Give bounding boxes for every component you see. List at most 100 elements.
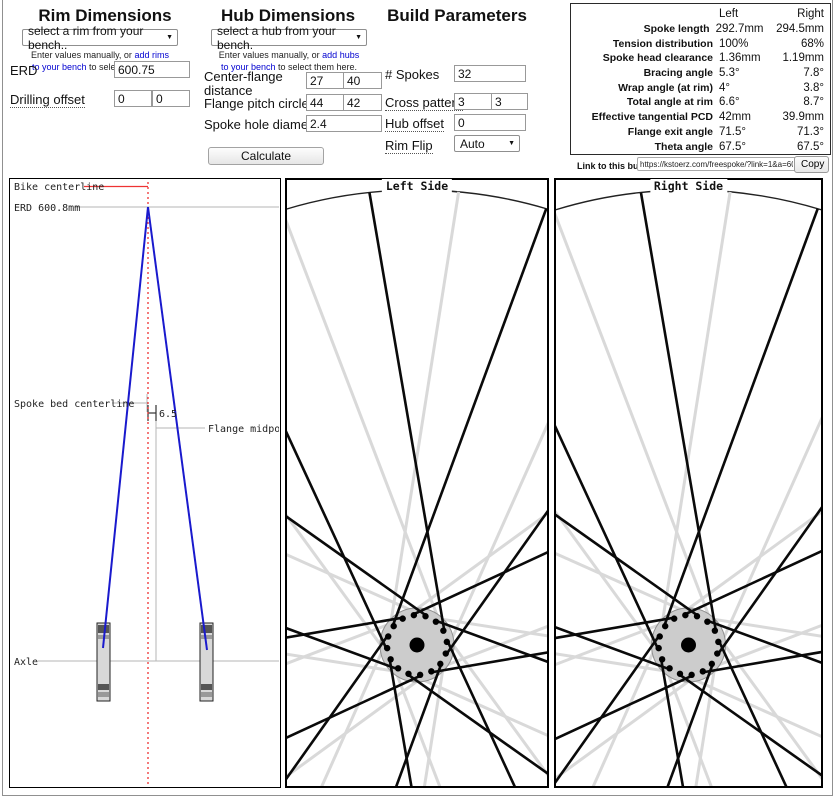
elevation-diagram: Bike centerline ERD 600.8mm Spoke bed ce… <box>14 182 298 784</box>
hub-help-text: Enter values manually, or add hubs to yo… <box>199 50 379 73</box>
results-cell: Wrap angle (at rim) <box>618 81 713 94</box>
copy-button[interactable]: Copy <box>794 156 829 173</box>
results-cell: Spoke head clearance <box>602 52 713 65</box>
results-cell: 71.5° <box>719 125 746 138</box>
results-cell: 68% <box>800 37 824 50</box>
offset-dim-label: 6.5 <box>159 409 177 420</box>
chevron-down-icon: ▼ <box>508 140 515 147</box>
results-cell: 294.5mm <box>776 23 824 36</box>
results-row: Spoke length 292.7mm 294.5mm <box>571 22 830 37</box>
right-side-panel: Right Side <box>232 178 835 800</box>
hub-select[interactable]: select a hub from your bench. ▼ <box>211 24 367 52</box>
results-row: Theta angle 67.5° 67.5° <box>571 139 830 154</box>
results-cell: 71.3° <box>797 125 824 138</box>
results-rows: Spoke length 292.7mm 294.5mm Tension distri… <box>571 22 830 154</box>
results-cell: 7.8° <box>803 67 824 80</box>
flange-pcd-right-input[interactable] <box>343 94 382 111</box>
rim-flip-select[interactable]: Auto ▼ <box>454 135 520 152</box>
center-flange-label: Center-flange distance <box>204 69 283 99</box>
rim-flip-value: Auto <box>460 136 485 151</box>
elevation-panel: Bike centerline ERD 600.8mm Spoke bed ce… <box>9 178 298 788</box>
flange-pcd-left-input[interactable] <box>306 94 345 111</box>
flange-pcd-label: Flange pitch circle dia <box>204 96 330 111</box>
results-row: Bracing angle 5.3° 7.8° <box>571 66 830 81</box>
results-cell: 292.7mm <box>715 23 764 36</box>
results-row: Tension distribution 100% 68% <box>571 36 830 51</box>
results-cell: Theta angle <box>654 140 713 153</box>
results-cell: 4° <box>719 81 730 94</box>
right-wheel-diagram <box>232 189 835 800</box>
rim-dimensions-title: Rim Dimensions <box>38 6 172 25</box>
hub-dimensions-title: Hub Dimensions <box>220 6 356 25</box>
spoke-bed-centerline-label: Spoke bed centerline <box>14 399 134 410</box>
results-cell: 39.9mm <box>782 111 824 124</box>
results-row: Wrap angle (at rim) 4° 3.8° <box>571 80 830 95</box>
results-cell: 67.5° <box>719 140 746 153</box>
erd-label: ERD <box>10 63 38 78</box>
results-cell: Total angle at rim <box>626 96 713 109</box>
hub-select-value: select a hub from your bench. <box>217 23 336 52</box>
rim-flip-label: Rim Flip <box>385 138 433 154</box>
rim-select[interactable]: select a rim from your bench.. ▼ <box>22 24 178 52</box>
results-cell: 6.6° <box>719 96 740 109</box>
link-build-input[interactable] <box>637 157 796 171</box>
num-spokes-input[interactable] <box>454 65 526 82</box>
results-cell: Effective tangential PCD <box>591 111 713 124</box>
results-cell: Tension distribution <box>612 37 713 50</box>
results-row: Flange exit angle 71.5° 71.3° <box>571 125 830 140</box>
rim-help-pre: Enter values manually, or <box>31 50 135 60</box>
right-side-title: Right Side <box>649 179 728 193</box>
right-flange <box>199 622 214 702</box>
results-table: Left Right Spoke length 292.7mm 294.5mm Ten… <box>570 3 831 155</box>
results-cell: 67.5° <box>797 140 824 153</box>
bike-centerline-label: Bike centerline <box>14 182 104 193</box>
spoke-hole-dia-label: Spoke hole diameter <box>204 117 324 132</box>
results-cell: 3.8° <box>803 81 824 94</box>
hub-offset-label: Hub offset <box>385 116 445 132</box>
drilling-offset-right-input[interactable] <box>152 90 190 107</box>
results-cell: 1.19mm <box>782 52 824 65</box>
flange-midpoint-label: Flange midpoint <box>208 424 279 435</box>
left-spoke-line <box>102 206 149 649</box>
chevron-down-icon: ▼ <box>166 34 173 41</box>
left-wheel-diagram <box>0 189 835 800</box>
hub-add-hubs-link[interactable]: add hubs <box>322 50 360 60</box>
cross-pattern-right-input[interactable] <box>491 93 528 110</box>
chevron-down-icon: ▼ <box>355 34 362 41</box>
erd-line-label: ERD 600.8mm <box>14 203 80 214</box>
calculate-button[interactable]: Calculate <box>208 147 324 165</box>
hub-help-pre: Enter values manually, or <box>218 50 323 60</box>
results-row: Total angle at rim 6.6° 8.7° <box>571 95 830 110</box>
results-row: Effective tangential PCD 42mm 39.9mm <box>571 110 830 125</box>
drilling-offset-label: Drilling offset <box>10 92 85 108</box>
build-parameters-title: Build Parameters <box>387 6 527 25</box>
rim-bench-link[interactable]: to your bench <box>31 61 87 72</box>
erd-input[interactable] <box>114 61 190 78</box>
cross-pattern-left-input[interactable] <box>454 93 492 110</box>
hub-bench-link[interactable]: to your bench <box>220 61 276 72</box>
right-spoke-line <box>147 206 208 651</box>
spoke-hole-dia-input[interactable] <box>306 115 382 132</box>
results-cell: Spoke length <box>643 23 710 36</box>
drilling-offset-left-input[interactable] <box>114 90 152 107</box>
results-cell: Flange exit angle <box>627 125 713 138</box>
results-cell: 42mm <box>719 111 751 124</box>
left-side-panel: Left Side <box>0 178 835 800</box>
rim-select-value: select a rim from your bench.. <box>28 23 144 52</box>
results-col-right: Right <box>797 8 824 21</box>
results-cell: 100% <box>719 37 749 50</box>
results-cell: 1.36mm <box>719 52 761 65</box>
left-side-title: Left Side <box>381 179 453 193</box>
center-flange-left-input[interactable] <box>306 72 345 89</box>
results-row: Spoke head clearance 1.36mm 1.19mm <box>571 51 830 66</box>
results-cell: 8.7° <box>803 96 824 109</box>
axle-label: Axle <box>14 657 38 668</box>
center-flange-right-input[interactable] <box>343 72 382 89</box>
results-cell: 5.3° <box>719 67 740 80</box>
cross-pattern-label: Cross pattern <box>385 95 464 111</box>
rim-add-rims-link[interactable]: add rims <box>134 50 169 60</box>
hub-help-post: to select them here. <box>275 61 358 72</box>
link-build-label: Link to this build: <box>577 161 652 171</box>
results-cell: Bracing angle <box>643 67 713 80</box>
hub-offset-input[interactable] <box>454 114 526 131</box>
